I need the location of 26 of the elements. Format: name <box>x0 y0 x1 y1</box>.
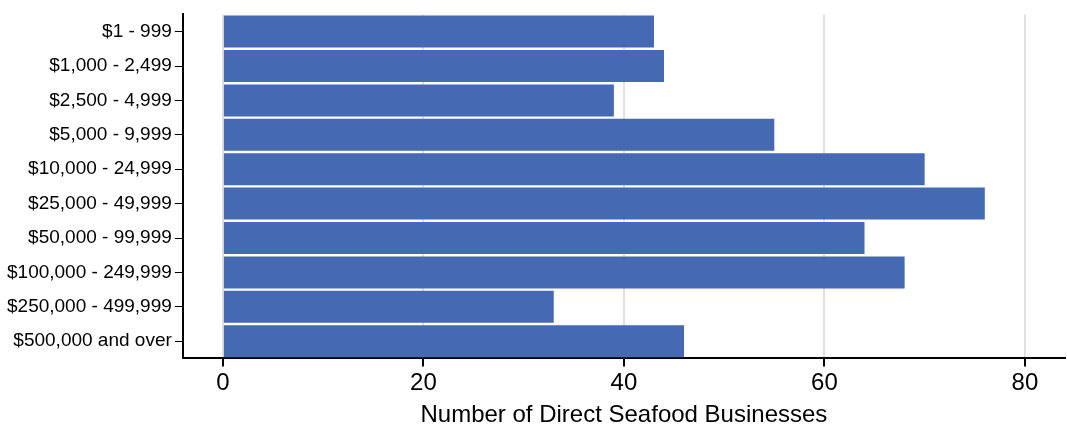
bar <box>223 222 865 254</box>
y-tick-label: $1,000 - 2,499 <box>49 54 172 76</box>
y-tick-label: $500,000 and over <box>13 329 173 351</box>
bar <box>223 187 985 220</box>
x-tick-label: 40 <box>610 368 638 396</box>
x-axis-title: Number of Direct Seafood Businesses <box>420 400 828 428</box>
bar <box>223 290 554 323</box>
bar <box>223 15 654 48</box>
y-tick-label: $25,000 - 49,999 <box>28 191 172 213</box>
y-tick-label: $50,000 - 99,999 <box>28 226 172 248</box>
bar <box>223 84 614 117</box>
bar <box>223 118 775 151</box>
y-tick-label: $10,000 - 24,999 <box>28 157 172 179</box>
bar <box>223 256 905 289</box>
y-tick-label: $1 - 999 <box>102 19 172 41</box>
bar <box>223 325 685 358</box>
x-tick-label: 60 <box>811 368 838 396</box>
y-tick-label: $100,000 - 249,999 <box>7 260 172 282</box>
bar <box>223 50 665 82</box>
y-tick-label: $250,000 - 499,999 <box>7 295 172 317</box>
bar <box>223 153 925 186</box>
x-tick-label: 20 <box>410 368 437 396</box>
y-tick-label: $2,500 - 4,999 <box>49 88 172 110</box>
y-tick-label: $5,000 - 9,999 <box>49 123 172 145</box>
x-tick-label: 80 <box>1011 368 1039 396</box>
x-tick-label: 0 <box>216 368 230 396</box>
